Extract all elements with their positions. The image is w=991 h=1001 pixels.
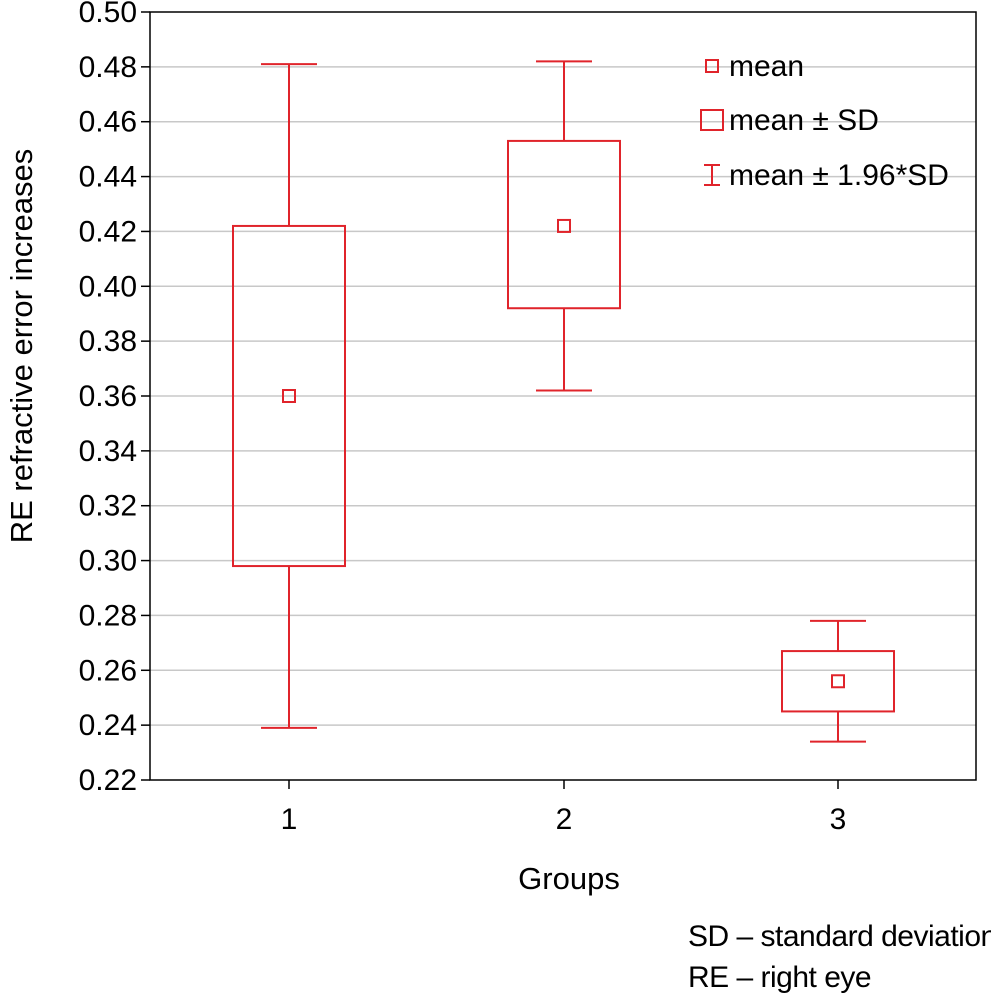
y-tick-label: 0.26 xyxy=(79,654,137,687)
note-sd-definition: SD – standard deviation xyxy=(688,920,991,953)
legend-item-3: mean ± 1.96*SD xyxy=(704,159,949,192)
y-tick-label: 0.32 xyxy=(79,490,137,523)
y-tick-label: 0.36 xyxy=(79,380,137,413)
legend-label: mean ± SD xyxy=(729,104,879,137)
y-tick-label: 0.24 xyxy=(79,709,137,742)
x-tick-label: 3 xyxy=(830,803,847,836)
x-axis-label: Groups xyxy=(518,861,620,896)
x-axis-ticks: 1 2 3 xyxy=(281,780,847,836)
legend-box-marker xyxy=(700,109,724,131)
legend-label: mean xyxy=(729,50,804,83)
mean-marker xyxy=(557,218,571,233)
y-tick-label: 0.50 xyxy=(79,0,137,29)
y-tick-label: 0.48 xyxy=(79,51,137,84)
x-tick-label: 2 xyxy=(556,803,573,836)
group-3 xyxy=(781,619,895,743)
legend-mean-marker xyxy=(705,59,719,73)
y-tick-label: 0.22 xyxy=(79,764,137,797)
y-tick-label: 0.38 xyxy=(79,325,137,358)
sd-box xyxy=(232,224,346,568)
legend-item-2: mean ± SD xyxy=(700,104,879,137)
y-axis-label: RE refractive error increases xyxy=(4,149,39,544)
y-tick-label: 0.34 xyxy=(79,435,137,468)
mean-marker xyxy=(831,674,845,689)
y-tick-label: 0.44 xyxy=(79,161,137,194)
sd-box xyxy=(507,139,621,310)
y-axis-ticks: 0.22 0.24 0.26 0.28 0.30 0.32 0.34 0.36 0.38 0.40… xyxy=(79,0,150,797)
legend-label: mean ± 1.96*SD xyxy=(729,159,949,192)
y-tick-label: 0.30 xyxy=(79,545,137,578)
y-tick-label: 0.46 xyxy=(79,106,137,139)
y-tick-label: 0.28 xyxy=(79,599,137,632)
legend-item-1: mean xyxy=(705,50,804,83)
legend: mean mean ± SD mean ± 1.96*SD xyxy=(700,50,949,192)
y-tick-label: 0.40 xyxy=(79,270,137,303)
group-1 xyxy=(232,63,346,729)
group-2 xyxy=(507,60,621,392)
sd-box xyxy=(781,650,895,713)
y-tick-label: 0.42 xyxy=(79,215,137,248)
note-re-definition: RE – right eye xyxy=(688,961,872,994)
x-tick-label: 1 xyxy=(281,803,298,836)
plot-series xyxy=(232,60,895,743)
mean-marker xyxy=(282,389,296,403)
box-plot-chart: 0.22 0.24 0.26 0.28 0.30 0.32 0.34 0.36 0.38 0.40… xyxy=(4,0,977,896)
